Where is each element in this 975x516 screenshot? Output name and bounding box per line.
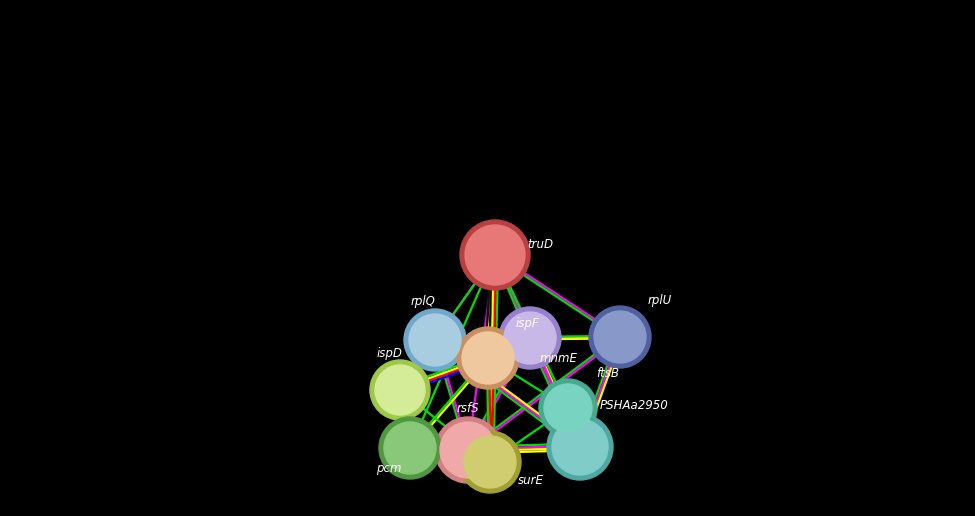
Circle shape (459, 431, 521, 493)
Circle shape (594, 311, 646, 363)
Circle shape (499, 307, 561, 369)
Text: ispD: ispD (377, 347, 403, 360)
Circle shape (370, 360, 430, 420)
Text: PSHAa2950: PSHAa2950 (600, 399, 669, 412)
Circle shape (457, 327, 519, 389)
Text: truD: truD (527, 238, 553, 251)
Circle shape (462, 332, 514, 384)
Text: mnmE: mnmE (540, 352, 578, 365)
Circle shape (404, 309, 466, 371)
Circle shape (384, 422, 436, 474)
Circle shape (589, 306, 651, 368)
Circle shape (435, 417, 501, 483)
Text: ispF: ispF (516, 317, 539, 330)
Circle shape (547, 414, 613, 480)
Circle shape (504, 312, 556, 364)
Circle shape (460, 220, 530, 290)
Circle shape (409, 314, 461, 366)
Circle shape (440, 422, 496, 478)
Text: pcm: pcm (376, 462, 402, 475)
Circle shape (379, 417, 441, 479)
Circle shape (464, 436, 516, 488)
Text: rplQ: rplQ (410, 295, 436, 308)
Text: ftsB: ftsB (596, 367, 619, 380)
Text: rsfS: rsfS (456, 402, 480, 415)
Text: rplU: rplU (648, 294, 672, 307)
Text: surE: surE (518, 474, 544, 487)
Circle shape (465, 225, 525, 285)
Circle shape (539, 379, 597, 437)
Circle shape (544, 384, 592, 432)
Circle shape (552, 419, 608, 475)
Circle shape (375, 365, 425, 415)
